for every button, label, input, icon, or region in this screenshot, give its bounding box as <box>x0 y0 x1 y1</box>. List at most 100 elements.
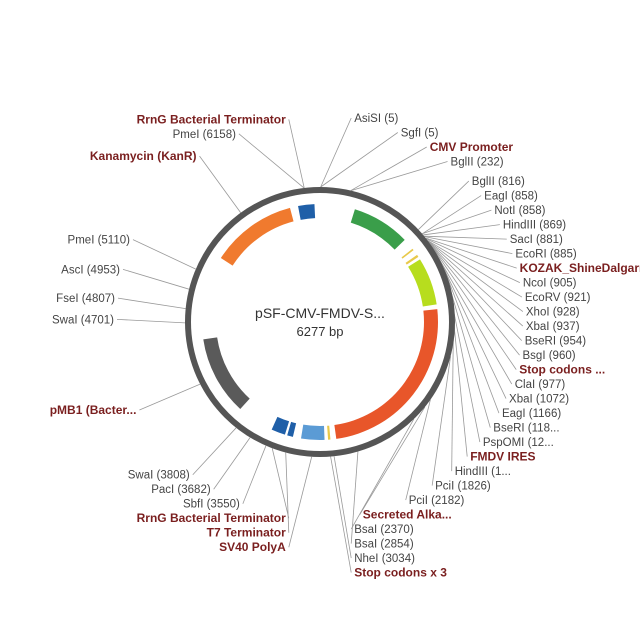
leader-line <box>330 456 352 573</box>
leader-line <box>238 133 305 189</box>
leader-line <box>199 155 242 213</box>
leader-line <box>429 243 523 341</box>
feature-label-stop-codons: Stop codons ... <box>519 363 605 377</box>
site-label-pspomi-12: PspOMI (12... <box>483 437 554 449</box>
feature-label-cmv-promoter: CMV Promoter <box>430 140 514 154</box>
leader-line <box>359 406 426 515</box>
feature-arc-pmb1-bacterial-origin <box>203 337 250 409</box>
feature-label-rrng-bacterial-terminator: RrnG Bacterial Terminator <box>137 112 286 126</box>
leader-line <box>333 456 352 559</box>
feature-arc-sv40-polya <box>301 424 325 440</box>
plasmid-size: 6277 bp <box>297 324 344 339</box>
feature-label-t7-terminator: T7 Terminator <box>207 526 286 540</box>
site-label-saci-881: SacI (881) <box>510 234 563 246</box>
leader-line <box>213 437 251 490</box>
leader-line <box>350 451 359 544</box>
feature-label-sv40-polya: SV40 PolyA <box>219 540 286 554</box>
leader-line <box>425 237 517 269</box>
site-label-eagi-1166: EagI (1166) <box>502 408 561 420</box>
site-label-pmei-6158: PmeI (6158) <box>173 129 236 141</box>
site-label-bsai-2370: BsaI (2370) <box>354 524 414 536</box>
site-label-asisi-5: AsiSI (5) <box>354 113 398 125</box>
feature-label-stop-codons-x-3: Stop codons x 3 <box>354 566 447 580</box>
site-label-ecori-885: EcoRI (885) <box>515 249 577 261</box>
site-label-noti-858: NotI (858) <box>494 205 545 217</box>
site-label-pcii-2182: PciI (2182) <box>409 495 465 507</box>
feature-label-secreted-alka: Secreted Alka... <box>363 508 452 522</box>
leader-line <box>288 456 313 548</box>
site-label-bglii-232: BglII (232) <box>451 157 504 169</box>
leader-line <box>132 239 196 270</box>
site-label-sgfi-5: SgfI (5) <box>401 128 439 140</box>
site-label-xhoi-928: XhoI (928) <box>526 307 580 319</box>
leader-line <box>350 161 448 192</box>
site-label-nhei-3034: NheI (3034) <box>354 553 415 565</box>
site-label-sbfi-3550: SbfI (3550) <box>183 499 240 511</box>
feature-arc-rrng-bacterial-terminator-2 <box>298 204 316 220</box>
site-label-swai-4701: SwaI (4701) <box>52 314 114 326</box>
leader-line <box>427 240 523 298</box>
leader-line <box>116 318 186 324</box>
leader-line <box>320 132 399 188</box>
leader-line <box>192 427 237 476</box>
feature-arc-kozak-shinedalgarno <box>401 248 414 259</box>
feature-label-pmb1-bacter: pMB1 (Bacter... <box>50 403 137 417</box>
site-label-asci-4953: AscI (4953) <box>61 264 120 276</box>
leader-line <box>431 246 513 385</box>
site-label-fsei-4807: FseI (4807) <box>56 293 115 305</box>
site-label-pcii-1826: PciI (1826) <box>435 481 491 493</box>
site-label-paci-3682: PacI (3682) <box>151 484 211 496</box>
plasmid-name: pSF-CMV-FMDV-S... <box>255 305 385 321</box>
feature-arc-stop-codons-x3 <box>327 425 331 440</box>
site-label-bglii-816: BglII (816) <box>472 176 525 188</box>
leader-line <box>423 224 500 236</box>
feature-label-fmdv-ires: FMDV IRES <box>470 450 535 464</box>
leader-line <box>424 235 507 240</box>
leader-line <box>422 209 492 235</box>
leader-line <box>285 452 290 533</box>
site-label-xbai-1072: XbaI (1072) <box>509 394 569 406</box>
leader-line <box>427 240 524 312</box>
site-label-ncoi-905: NcoI (905) <box>523 278 577 290</box>
leader-line <box>122 269 190 290</box>
leader-line <box>438 257 507 399</box>
leader-line <box>430 244 520 356</box>
site-labels: AsiSI (5)SgfI (5)CMV Promoter BglII (232)… <box>50 112 640 579</box>
feature-arc-fmdv-ires <box>408 259 437 307</box>
leader-line <box>421 195 482 235</box>
plasmid-backbone <box>185 187 455 457</box>
feature-arc-t7-terminator <box>287 421 297 437</box>
leader-line <box>418 180 470 230</box>
leader-line <box>139 383 201 411</box>
site-label-swai-3808: SwaI (3808) <box>128 470 190 482</box>
site-label-hindiii-1: HindIII (1... <box>455 466 511 478</box>
feature-label-kozak-shinedalgarno: KOZAK_ShineDalgarno <box>520 261 640 275</box>
feature-arc-kanamycin-kanr <box>220 207 294 266</box>
site-label-bseri-118: BseRI (118... <box>493 423 559 435</box>
feature-arc-stop-codons-x3-n <box>405 254 419 265</box>
leader-line <box>405 399 431 501</box>
feature-arc-cmv-promoter <box>350 209 405 250</box>
site-label-clai-977: ClaI (977) <box>515 379 566 391</box>
site-label-bsai-2854: BsaI (2854) <box>354 539 414 551</box>
leader-line <box>350 146 427 191</box>
leader-line <box>242 445 267 504</box>
feature-arc-rrng-bacterial-terminator-1 <box>271 416 290 435</box>
leader-lines <box>116 117 524 573</box>
site-label-pmei-5110: PmeI (5110) <box>68 235 131 247</box>
feature-arcs <box>203 204 438 440</box>
site-label-bsgi-960: BsgI (960) <box>523 350 576 362</box>
leader-line <box>117 297 186 310</box>
leader-line <box>271 448 290 519</box>
feature-arc-secreted-alkaline-phosphatase <box>334 309 438 439</box>
site-label-hindiii-869: HindIII (869) <box>503 220 566 232</box>
site-label-ecorv-921: EcoRV (921) <box>525 292 591 304</box>
leader-line <box>424 236 513 254</box>
feature-label-rrng-bacterial-terminator: RrnG Bacterial Terminator <box>137 511 286 525</box>
leader-line <box>350 418 415 530</box>
feature-label-kanamycin-kanr: Kanamycin (KanR) <box>90 149 197 163</box>
leader-line <box>288 119 305 189</box>
leader-line <box>443 268 500 414</box>
site-label-xbai-937: XbaI (937) <box>526 321 580 333</box>
